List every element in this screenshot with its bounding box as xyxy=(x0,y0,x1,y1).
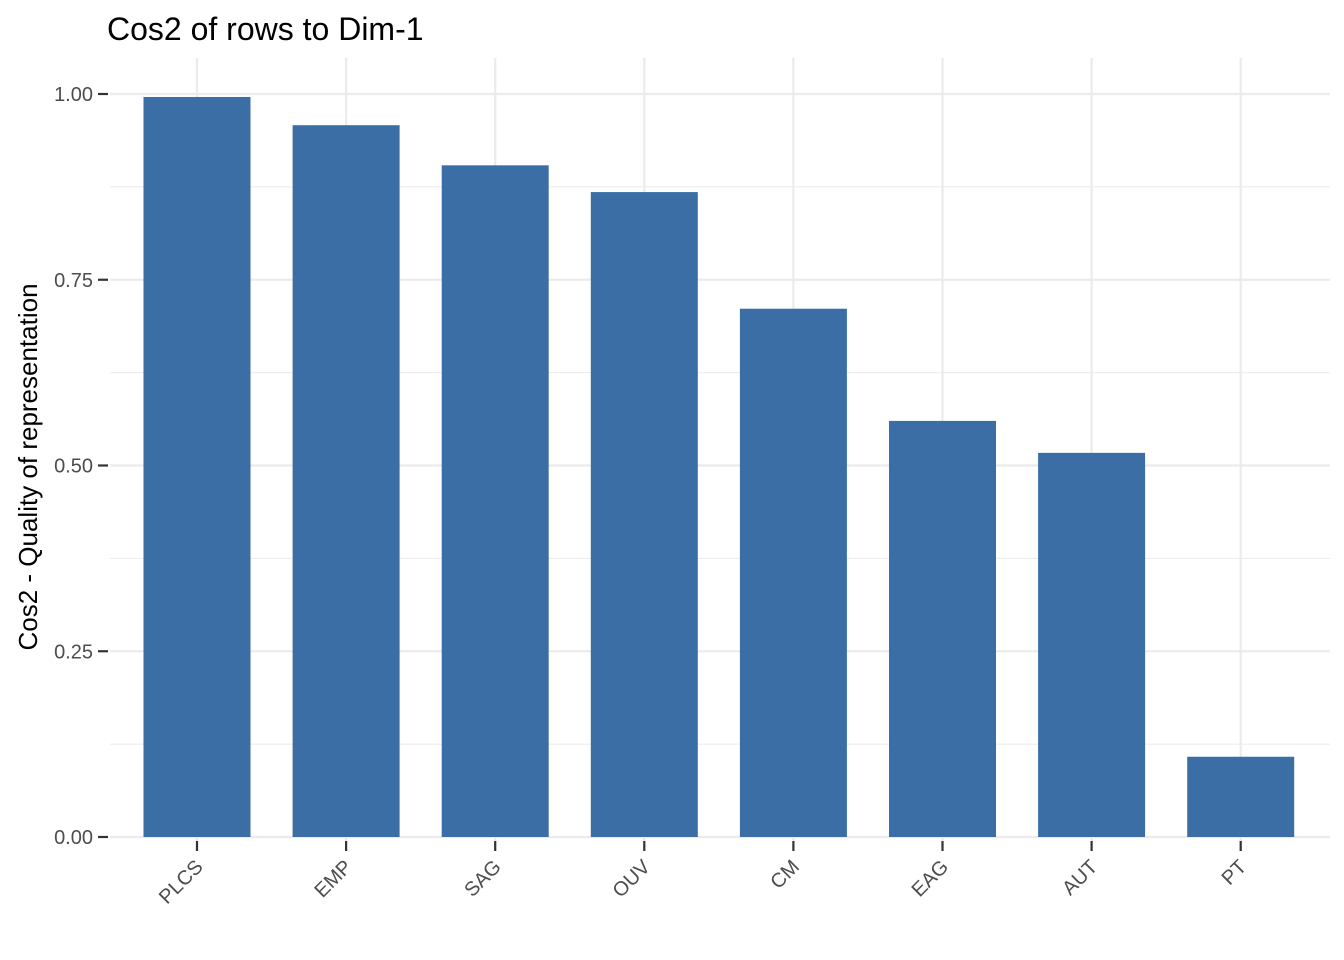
y-tick-label: 0.25 xyxy=(54,641,93,663)
bar-ouv xyxy=(590,192,698,838)
x-tick-label: OUV xyxy=(609,856,656,903)
x-tick-label: PLCS xyxy=(155,856,208,909)
bar-aut xyxy=(1038,452,1146,837)
chart-title: Cos2 of rows to Dim-1 xyxy=(107,11,424,47)
bar-emp xyxy=(292,125,400,838)
x-tick-label: EMP xyxy=(310,856,356,902)
y-tick-label: 0.75 xyxy=(54,270,93,292)
bar-cm xyxy=(739,308,847,837)
bar-sag xyxy=(441,165,549,837)
x-tick-label: SAG xyxy=(460,856,505,901)
y-tick-label: 0.50 xyxy=(54,456,93,478)
x-tick-label: AUT xyxy=(1058,856,1102,900)
y-axis-label: Cos2 - Quality of representation xyxy=(13,283,43,650)
bars xyxy=(143,96,1295,838)
bar-plcs xyxy=(143,96,251,838)
bar-eag xyxy=(889,420,996,837)
y-tick-label: 0.00 xyxy=(54,827,93,849)
x-axis: PLCS EMP SAG OUV CM EAG AUT PT xyxy=(155,841,1251,908)
bar-pt xyxy=(1187,756,1295,837)
x-tick-label: EAG xyxy=(908,856,953,901)
y-axis: 0.00 0.25 0.50 0.75 1.00 xyxy=(54,84,108,849)
x-tick-label: CM xyxy=(766,856,804,894)
x-tick-label: PT xyxy=(1218,856,1252,890)
y-tick-label: 1.00 xyxy=(54,84,93,106)
